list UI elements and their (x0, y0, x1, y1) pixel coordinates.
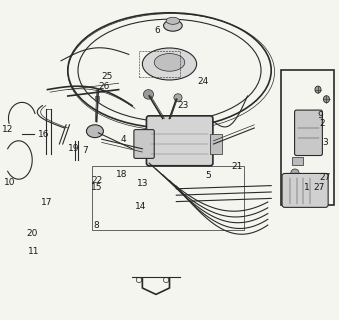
Text: 23: 23 (177, 101, 189, 110)
Text: 15: 15 (91, 183, 102, 192)
Ellipse shape (164, 20, 182, 31)
Bar (292, 157, 303, 165)
Text: 7: 7 (82, 146, 87, 155)
Text: 24: 24 (198, 77, 209, 86)
Text: 4: 4 (121, 135, 126, 144)
Bar (139, 51, 180, 77)
Text: 6: 6 (155, 26, 160, 35)
Text: 22: 22 (91, 176, 103, 185)
Text: 20: 20 (26, 229, 38, 238)
Bar (281, 70, 334, 205)
Text: 12: 12 (2, 125, 14, 134)
Text: 17: 17 (41, 198, 53, 207)
Ellipse shape (323, 96, 330, 103)
Text: 8: 8 (94, 221, 99, 230)
FancyBboxPatch shape (295, 110, 322, 156)
Text: 11: 11 (28, 247, 40, 256)
Text: 9: 9 (318, 111, 323, 120)
Text: 27: 27 (319, 173, 331, 182)
Circle shape (143, 90, 154, 99)
Text: 21: 21 (232, 162, 243, 171)
Bar (92, 166, 244, 230)
FancyBboxPatch shape (134, 130, 154, 158)
Ellipse shape (166, 17, 180, 24)
Circle shape (174, 94, 182, 101)
Bar (95, 96, 99, 101)
Circle shape (291, 169, 299, 177)
Text: 18: 18 (116, 170, 128, 179)
Text: 19: 19 (68, 144, 80, 153)
Ellipse shape (154, 53, 185, 71)
Text: 14: 14 (135, 202, 146, 211)
Ellipse shape (86, 125, 103, 138)
Text: 16: 16 (38, 130, 50, 139)
Text: 1: 1 (304, 183, 310, 192)
Text: 27: 27 (313, 183, 324, 192)
FancyBboxPatch shape (146, 116, 213, 166)
Ellipse shape (142, 48, 197, 80)
Text: 5: 5 (206, 172, 211, 180)
Text: 26: 26 (98, 82, 110, 91)
Text: 13: 13 (137, 180, 148, 188)
Text: 2: 2 (319, 119, 325, 128)
Text: 3: 3 (323, 138, 328, 147)
Text: 25: 25 (101, 72, 113, 81)
Bar (210, 134, 222, 154)
FancyBboxPatch shape (282, 173, 328, 207)
Text: 10: 10 (4, 178, 15, 187)
Ellipse shape (315, 86, 321, 93)
